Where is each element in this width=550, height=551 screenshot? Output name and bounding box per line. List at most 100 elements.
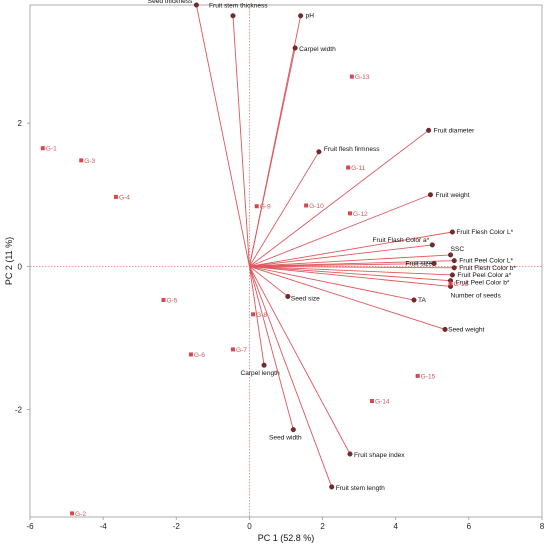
loading-line-fruit-diameter — [249, 129, 429, 267]
loading-point-seed-width — [290, 427, 296, 433]
loading-line-fruit-peel-color-a — [249, 265, 453, 276]
loading-label-fruit-flash-color-a: Fruit Flash Color a* — [372, 237, 429, 244]
x-tick-label: -2 — [173, 522, 181, 531]
loading-point-ph — [298, 13, 304, 19]
loading-point-fruit-diameter — [426, 127, 432, 133]
loading-line-fruit-stem-thickness — [232, 15, 250, 267]
x-tick-label: 0 — [247, 522, 252, 531]
loading-point-fruit-flash-color-a — [429, 242, 435, 248]
loading-label-fruit-peel-color-b: Fruit Peel Color b* — [456, 280, 510, 287]
loading-point-fruit-flesh-color-l — [449, 229, 455, 235]
observations: G-1 G-2 G-3 G-4 G-5 G-6 G-7 G-8 G-9 G-10 G-11 G-12 G… — [40, 74, 469, 518]
observation-point-g-10 — [304, 203, 309, 208]
observation-label-g-8: G-8 — [256, 312, 267, 319]
observation-label-g-13: G-13 — [355, 74, 370, 81]
loading-point-seed-size — [285, 293, 291, 299]
x-tick-label: 2 — [320, 522, 325, 531]
loading-point-ssc — [448, 252, 454, 258]
observation-label-g-6: G-6 — [194, 352, 205, 359]
loading-label-fruit-flesh-color-b: Fruit Flesh Color b* — [459, 265, 516, 272]
loading-label-ph: pH — [306, 13, 315, 20]
x-axis-title: PC 1 (52.8 %) — [258, 533, 315, 543]
loading-label-fruit-stem-thickness: Fruit stem thickness — [209, 3, 268, 10]
observation-point-g-6 — [188, 352, 193, 357]
observation-point-g-5 — [161, 298, 166, 303]
loading-label-fruit-flesh-color-l: Fruit Flesh Color L* — [456, 229, 513, 236]
loading-line-fruit-weight — [249, 194, 431, 267]
observation-label-g-11: G-11 — [351, 165, 366, 172]
observation-label-g-15: G-15 — [421, 373, 436, 380]
loading-line-fruit-flesh-color-l — [249, 231, 453, 267]
loading-line-seed-thickness — [195, 4, 250, 267]
loading-label-fruit-peel-color-l: Fruit Peel Color L* — [459, 258, 513, 265]
y-tick-label: -2 — [15, 406, 23, 415]
observation-label-g-16: G-16 — [454, 281, 469, 288]
x-tick-label: 6 — [467, 522, 472, 531]
loading-line-seed-weight — [249, 265, 446, 330]
observation-label-g-2: G-2 — [75, 511, 86, 518]
loading-label-fruit-diameter: Fruit diameter — [434, 127, 475, 134]
loading-point-carpel-length — [261, 362, 267, 368]
observation-point-g-11 — [346, 165, 351, 170]
observation-point-g-2 — [70, 511, 75, 516]
y-tick-label: 0 — [18, 262, 23, 271]
loading-line-fruit-size — [249, 263, 435, 267]
loading-label-seed-weight: Seed weight — [448, 326, 484, 333]
x-tick-label: -4 — [100, 522, 108, 531]
loading-line-fruit-flesh-firmness — [249, 151, 320, 267]
observation-point-g-12 — [348, 211, 352, 216]
loading-label-fruit-stem-length: Fruit stem length — [336, 485, 385, 492]
loading-line-seed-width — [248, 266, 294, 430]
loading-point-fruit-peel-color-a — [449, 272, 455, 278]
observation-point-g-13 — [349, 74, 354, 79]
y-tick-label: 2 — [18, 119, 23, 128]
loading-line-seed-size — [249, 266, 289, 297]
loading-point-carpel-width — [292, 45, 298, 51]
observation-point-g-14 — [369, 398, 374, 403]
loading-point-fruit-stem-length — [329, 484, 335, 490]
observation-point-g-8 — [251, 312, 256, 317]
axis-ticks: -6 -4 -2 0 2 4 6 8 -2 0 2 — [15, 119, 545, 531]
loading-label-number-of-seeds: Number of seeds — [451, 292, 502, 299]
loading-point-fruit-size — [431, 261, 437, 267]
loading-point-fruit-shape-index — [347, 451, 353, 457]
loading-label-fruit-shape-index: Fruit shape index — [354, 452, 405, 459]
loading-point-fruit-stem-thickness — [230, 13, 236, 19]
loading-point-seed-weight — [442, 326, 448, 332]
x-tick-label: -6 — [26, 522, 34, 531]
observation-label-g-3: G-3 — [84, 158, 95, 165]
observation-label-g-12: G-12 — [353, 211, 368, 218]
loading-line-number-of-seeds — [249, 265, 451, 287]
observation-point-g-4 — [113, 194, 118, 199]
observation-label-g-9: G-9 — [260, 204, 271, 211]
loading-label-carpel-length: Carpel length — [240, 370, 280, 377]
observation-point-g-16 — [448, 281, 453, 286]
loading-line-fruit-stem-length — [249, 266, 333, 488]
observation-point-g-9 — [254, 204, 259, 209]
loading-line-fruit-flesh-color-b — [249, 265, 455, 269]
y-axis-title: PC 2 (11 %) — [4, 237, 14, 285]
loading-line-carpel-width — [248, 47, 296, 267]
loading-label-seed-width: Seed width — [269, 435, 302, 442]
loading-label-ssc: SSC — [451, 246, 465, 253]
loading-point-ta — [411, 297, 417, 303]
loading-label-seed-size: Seed size — [291, 295, 320, 302]
loading-label-fruit-peel-color-a: Fruit Peel Color a* — [457, 272, 511, 279]
observation-label-g-1: G-1 — [46, 146, 57, 153]
loading-point-fruit-flesh-firmness — [316, 149, 322, 155]
observation-point-g-15 — [415, 373, 420, 378]
observation-label-g-10: G-10 — [309, 203, 324, 210]
observation-point-g-3 — [79, 158, 84, 163]
observation-label-g-7: G-7 — [236, 347, 247, 354]
loading-label-fruit-size: Fruit size — [405, 261, 432, 268]
loading-line-ta — [249, 265, 415, 301]
observation-label-g-14: G-14 — [375, 398, 390, 405]
loading-label-fruit-flesh-firmness: Fruit flesh firmness — [324, 146, 380, 153]
loading-line-carpel-length — [248, 266, 265, 366]
loading-line-fruit-peel-color-b — [249, 265, 451, 282]
observation-point-g-7 — [230, 347, 235, 352]
loading-line-ssc — [249, 254, 451, 267]
loading-line-fruit-flash-color-a — [249, 244, 433, 267]
loading-label-fruit-weight: Fruit weight — [435, 192, 469, 199]
